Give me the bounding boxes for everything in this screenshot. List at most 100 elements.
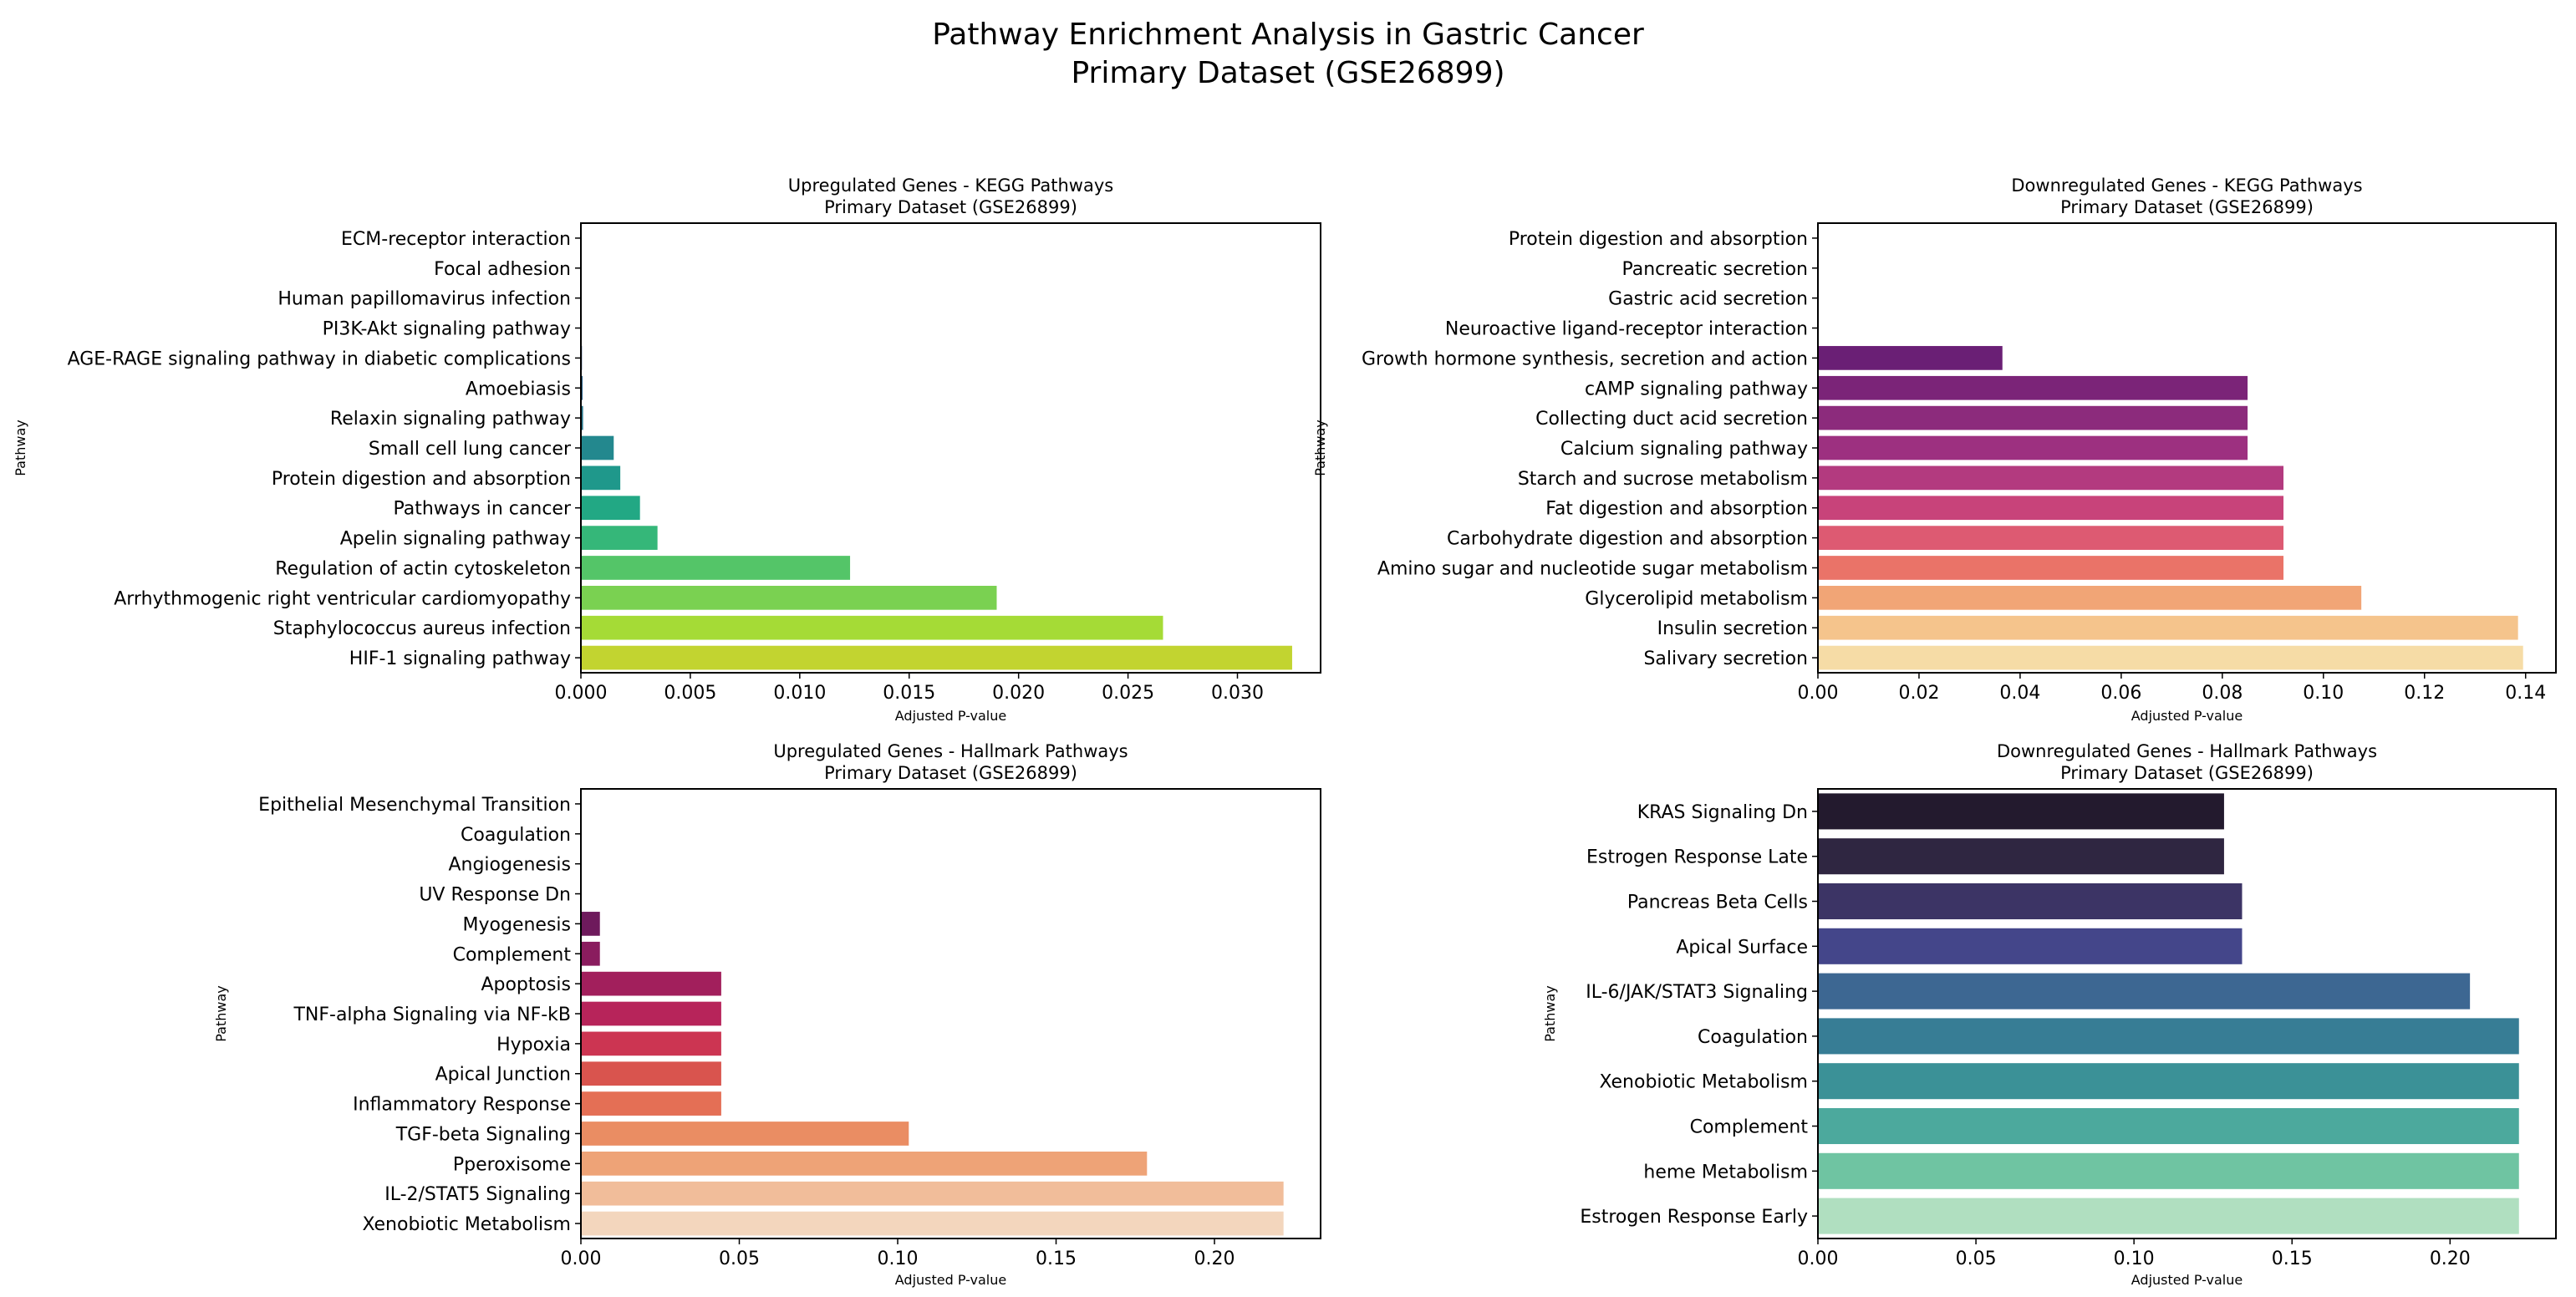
x-axis-label: Adjusted P-value [895,1272,1006,1288]
y-tick-label: Apelin signaling pathway [340,529,571,550]
y-tick-label: Relaxin signaling pathway [330,409,571,430]
bar-down-hallmark-0 [1818,793,2224,830]
x-tick-label: 0.15 [2272,1249,2313,1269]
x-tick-label: 0.015 [883,683,935,704]
panel-down-kegg: Protein digestion and absorption Pancreat… [1312,175,2557,724]
panel-title: Upregulated Genes - KEGG Pathways [788,175,1113,196]
y-axis-label: Pathway [1542,985,1558,1042]
bar-down-hallmark-8 [1818,1152,2519,1189]
y-tick-label: Complement [453,944,572,965]
bar-down-kegg-14 [1818,645,2523,670]
bar-up-hallmark-8 [581,1031,721,1056]
bar-up-kegg-9 [581,496,640,521]
bar-down-kegg-12 [1818,585,2362,610]
bar-up-kegg-10 [581,526,658,550]
x-tick-label: 0.15 [1036,1249,1077,1269]
y-tick-label: heme Metabolism [1643,1162,1808,1183]
y-tick-label: Staphylococcus aureus infection [273,618,571,639]
y-tick-label: ECM-receptor interaction [341,229,571,250]
x-tick-label: 0.00 [1798,683,1839,704]
y-axis-label: Pathway [13,420,28,476]
y-tick-label: Collecting duct acid secretion [1535,409,1808,430]
x-tick-label: 0.02 [1898,683,1939,704]
bar-up-hallmark-9 [581,1061,721,1086]
panel-up-hallmark: Epithelial Mesenchymal Transition Coagula… [213,741,1321,1288]
bar-up-kegg-7 [581,435,614,460]
y-tick-label: Complement [1690,1117,1809,1138]
bar-down-kegg-9 [1818,496,2284,521]
y-tick-label: Pancreatic secretion [1621,259,1808,280]
bar-down-hallmark-6 [1818,1063,2519,1100]
panel-subtitle: Primary Dataset (GSE26899) [2060,197,2314,217]
y-tick-label: Amoebiasis [466,379,571,399]
y-tick-label: Carbohydrate digestion and absorption [1447,529,1808,550]
y-tick-label: TNF-alpha Signaling via NF-kB [293,1005,571,1025]
panel-title: Downregulated Genes - Hallmark Pathways [1997,741,2377,761]
y-tick-label: Apical Surface [1676,937,1808,958]
y-tick-label: Apoptosis [481,974,571,995]
plot-frame [580,222,1321,674]
y-tick-label: Pathways in cancer [393,499,571,520]
x-tick-label: 0.20 [2430,1249,2471,1269]
x-axis-label: Adjusted P-value [2131,1272,2243,1288]
y-tick-label: Coagulation [1698,1027,1808,1048]
figure-title-line1: Pathway Enrichment Analysis in Gastric C… [932,18,1644,52]
y-tick-label: Arrhythmogenic right ventricular cardiom… [114,588,571,609]
y-tick-label: Fat digestion and absorption [1545,499,1808,520]
y-tick-label: Amino sugar and nucleotide sugar metabol… [1377,558,1808,579]
x-tick-label: 0.00 [561,1249,602,1269]
y-tick-label: Protein digestion and absorption [1509,229,1808,250]
bar-up-hallmark-10 [581,1091,721,1116]
y-tick-label: Xenobiotic Metabolism [1599,1072,1808,1093]
x-tick-label: 0.00 [1798,1249,1839,1269]
y-tick-label: Estrogen Response Late [1586,847,1808,868]
panel-title: Downregulated Genes - KEGG Pathways [2011,175,2362,196]
bar-down-kegg-6 [1818,405,2248,430]
x-tick-label: 0.05 [719,1249,760,1269]
y-tick-label: Small cell lung cancer [369,439,572,460]
x-tick-label: 0.05 [1956,1249,1997,1269]
bar-up-kegg-6 [581,405,583,430]
y-tick-label: IL-6/JAK/STAT3 Signaling [1586,982,1808,1003]
bar-up-kegg-8 [581,465,621,491]
y-tick-label: Human papillomavirus infection [277,289,571,310]
bar-up-kegg-14 [581,645,1292,670]
bar-down-hallmark-4 [1818,973,2471,1010]
bar-down-kegg-10 [1818,526,2284,550]
y-tick-label: Calcium signaling pathway [1560,439,1808,460]
y-axis-label: Pathway [213,985,229,1042]
panel-subtitle: Primary Dataset (GSE26899) [824,763,1077,783]
plot-frame [580,788,1321,1239]
y-tick-label: Salivary secretion [1643,648,1808,669]
bar-up-hallmark-5 [581,941,600,966]
bar-up-hallmark-6 [581,971,721,996]
bar-down-kegg-5 [1818,375,2248,400]
x-tick-label: 0.10 [2114,1249,2155,1269]
panel-down-hallmark: KRAS Signaling Dn Estrogen Response Late P… [1542,741,2557,1288]
y-tick-label: Insulin secretion [1657,618,1808,639]
bar-down-hallmark-1 [1818,838,2224,875]
y-tick-label: Apical Junction [435,1065,571,1086]
y-tick-label: PI3K-Akt signaling pathway [323,319,571,340]
y-tick-label: Coagulation [461,825,571,846]
bar-up-hallmark-4 [581,912,600,936]
y-tick-label: Epithelial Mesenchymal Transition [258,795,571,816]
x-tick-label: 0.020 [992,683,1045,704]
bar-down-kegg-8 [1818,465,2284,491]
bar-down-hallmark-3 [1818,928,2243,964]
x-tick-label: 0.10 [878,1249,919,1269]
bar-down-kegg-11 [1818,556,2284,580]
y-tick-label: Glycerolipid metabolism [1585,588,1808,609]
y-tick-label: Xenobiotic Metabolism [362,1214,571,1235]
y-tick-label: Regulation of actin cytoskeleton [275,558,571,579]
y-tick-label: Gastric acid secretion [1608,289,1808,310]
bar-down-hallmark-9 [1818,1198,2519,1234]
x-tick-label: 0.010 [773,683,826,704]
y-tick-label: Starch and sucrose metabolism [1518,469,1808,490]
y-tick-label: TGF-beta Signaling [395,1124,571,1145]
y-tick-label: Angiogenesis [448,855,571,876]
y-tick-label: cAMP signaling pathway [1585,379,1808,399]
panel-title: Upregulated Genes - Hallmark Pathways [773,741,1128,761]
x-tick-label: 0.08 [2202,683,2243,704]
